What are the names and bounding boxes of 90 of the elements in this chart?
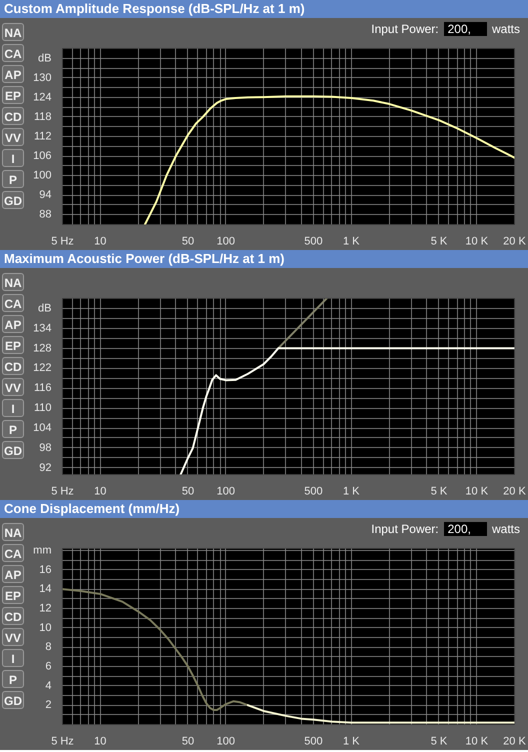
y-tick-label: 88 bbox=[39, 208, 52, 221]
text: P bbox=[2, 670, 24, 688]
x-tick-label: 100 bbox=[216, 236, 235, 248]
chart-title: Maximum Acoustic Power (dB-SPL/Hz at 1 m) bbox=[4, 250, 285, 268]
y-tick-label: 106 bbox=[33, 150, 52, 162]
y-tick-label: 8 bbox=[45, 641, 52, 654]
y-tick-label: 10 bbox=[39, 622, 52, 634]
y-tick-label: 110 bbox=[34, 402, 52, 414]
text: Input Power: bbox=[371, 522, 439, 536]
y-tick-label: mm bbox=[33, 544, 52, 556]
text: NA bbox=[2, 273, 24, 291]
x-tick-label: 5 K bbox=[430, 736, 448, 748]
text: 200, bbox=[444, 22, 487, 36]
x-tick-label: 10 K bbox=[465, 736, 489, 748]
text: AP bbox=[2, 565, 24, 583]
y-tick-label: 128 bbox=[33, 342, 52, 354]
text: VV bbox=[2, 378, 24, 396]
x-tick-label: 100 bbox=[216, 736, 235, 748]
x-tick-label: 500 bbox=[304, 486, 323, 498]
x-tick-label: 50 bbox=[182, 236, 194, 248]
text: GD bbox=[2, 691, 24, 709]
y-tick-label: 116 bbox=[34, 382, 52, 394]
y-tick-label: 112 bbox=[34, 130, 52, 142]
chart-title: Cone Displacement (mm/Hz) bbox=[4, 500, 180, 518]
x-tick-label: 1 K bbox=[342, 236, 360, 248]
x-tick-label: 10 K bbox=[465, 486, 489, 498]
text: GD bbox=[2, 191, 24, 209]
y-tick-label: 14 bbox=[39, 583, 52, 596]
text: NA bbox=[2, 23, 24, 41]
chart-title: Custom Amplitude Response (dB-SPL/Hz at 1 m) bbox=[4, 0, 305, 18]
text: CD bbox=[2, 107, 24, 125]
text: I bbox=[2, 649, 24, 667]
y-tick-label: 16 bbox=[39, 564, 52, 576]
text: EP bbox=[2, 86, 24, 104]
x-tick-label: 500 bbox=[304, 736, 323, 748]
x-tick-label: 10 bbox=[94, 236, 106, 248]
y-tick-label: 98 bbox=[39, 442, 52, 454]
x-tick-label: 5 Hz bbox=[51, 236, 74, 248]
x-tick-label: 1 K bbox=[342, 486, 360, 498]
text: EP bbox=[2, 336, 24, 354]
text: CD bbox=[2, 607, 24, 625]
y-tick-label: 124 bbox=[33, 91, 52, 104]
x-tick-label: 50 bbox=[182, 486, 194, 498]
x-tick-label: 10 bbox=[94, 736, 106, 748]
text: VV bbox=[2, 628, 24, 646]
text: CA bbox=[2, 44, 24, 62]
y-tick-label: 92 bbox=[39, 462, 52, 474]
y-tick-label: 6 bbox=[45, 660, 52, 672]
y-tick-label: dB bbox=[38, 302, 52, 314]
text: CD bbox=[2, 357, 24, 375]
text: NA bbox=[2, 523, 24, 541]
text: Input Power: bbox=[371, 22, 439, 36]
x-tick-label: 5 K bbox=[430, 486, 448, 498]
x-tick-label: 20 K bbox=[503, 236, 526, 248]
x-tick-label: 5 Hz bbox=[51, 736, 74, 748]
y-tick-label: 122 bbox=[33, 362, 52, 374]
text: I bbox=[2, 149, 24, 167]
y-tick-label: 130 bbox=[33, 72, 52, 84]
x-tick-label: 5 K bbox=[430, 236, 448, 248]
x-tick-label: 500 bbox=[304, 236, 323, 248]
text: AP bbox=[2, 315, 24, 333]
text: VV bbox=[2, 128, 24, 146]
x-tick-label: 100 bbox=[216, 486, 235, 498]
text: P bbox=[2, 420, 24, 438]
y-tick-label: 12 bbox=[39, 602, 52, 614]
y-tick-label: 4 bbox=[45, 680, 52, 692]
y-tick-label: 134 bbox=[33, 322, 52, 334]
y-tick-label: dB bbox=[38, 52, 52, 64]
text: I bbox=[2, 399, 24, 417]
y-tick-label: 2 bbox=[45, 699, 52, 712]
text: CA bbox=[2, 294, 24, 312]
x-tick-label: 1 K bbox=[342, 736, 360, 748]
y-tick-label: 100 bbox=[33, 170, 52, 182]
text: AP bbox=[2, 65, 24, 83]
x-tick-label: 10 K bbox=[465, 236, 489, 248]
y-tick-label: 94 bbox=[39, 189, 52, 202]
text: watts bbox=[492, 22, 520, 36]
text: 200, bbox=[444, 522, 487, 536]
text: GD bbox=[2, 441, 24, 459]
x-tick-label: 10 bbox=[94, 486, 106, 498]
x-tick-label: 50 bbox=[182, 736, 194, 748]
x-tick-label: 5 Hz bbox=[51, 486, 74, 498]
y-tick-label: 118 bbox=[34, 110, 52, 123]
y-tick-label: 104 bbox=[33, 422, 52, 434]
x-tick-label: 20 K bbox=[503, 486, 526, 498]
text: watts bbox=[492, 522, 520, 536]
text: P bbox=[2, 170, 24, 188]
text: EP bbox=[2, 586, 24, 604]
x-tick-label: 20 K bbox=[503, 736, 526, 748]
text: CA bbox=[2, 544, 24, 562]
